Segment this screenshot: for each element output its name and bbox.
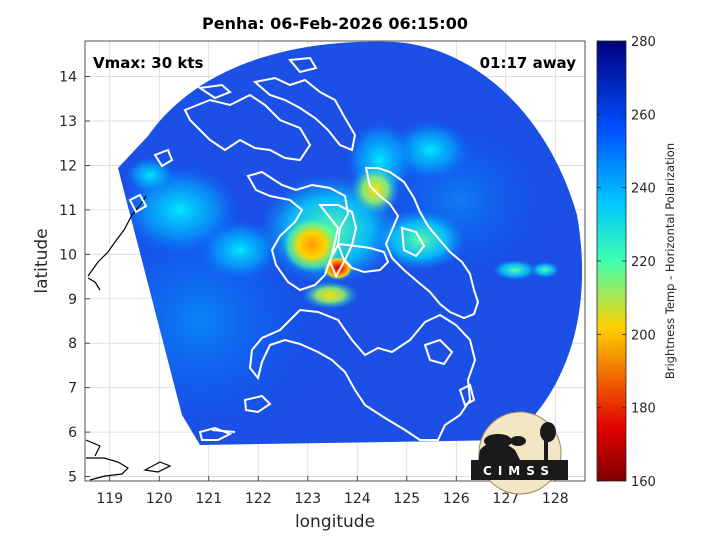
y-axis: 5 6 7 8 9 10 11 12 13 14: [59, 70, 90, 486]
plot-area: 119 120 121 122 123 124 125 126 127 128 5 6 7 8 9 10 11…: [32, 40, 586, 532]
colorbar: 160 180 200 220 240 260 280 Brightness Temp - …: [596, 35, 677, 490]
coastlines-outside: [85, 195, 172, 481]
cimss-logo: CIMSS: [471, 411, 568, 495]
y-tick-label: 7: [68, 381, 77, 397]
colorbar-gradient: [596, 40, 627, 482]
time-away-annotation: 01:17 away: [480, 54, 577, 72]
x-tick-label: 119: [96, 491, 123, 507]
colorbar-ticks: 160 180 200 220 240 260 280: [597, 35, 656, 490]
colorbar-tick-label: 260: [631, 108, 656, 123]
cimss-logo-text: CIMSS: [483, 464, 555, 478]
colorbar-tick-label: 200: [631, 328, 656, 343]
colorbar-tick-label: 180: [631, 402, 656, 417]
x-tick-label: 126: [443, 491, 470, 507]
y-axis-label: latitude: [32, 228, 52, 293]
colorbar-tick-label: 220: [631, 255, 656, 270]
x-tick-label: 127: [492, 491, 519, 507]
x-tick-label: 123: [294, 491, 321, 507]
colorbar-tick-label: 280: [631, 35, 656, 50]
y-tick-label: 14: [59, 70, 77, 86]
x-tick-label: 128: [542, 491, 569, 507]
x-tick-label: 122: [245, 491, 272, 507]
vmax-annotation: Vmax: 30 kts: [93, 54, 203, 72]
y-tick-label: 13: [59, 114, 77, 130]
x-axis: 119 120 121 122 123 124 125 126 127 128: [96, 476, 569, 507]
x-tick-label: 120: [146, 491, 173, 507]
y-tick-label: 6: [68, 425, 77, 441]
y-tick-label: 9: [68, 292, 77, 308]
y-tick-label: 11: [59, 203, 77, 219]
plot-frame: [84, 40, 586, 482]
x-tick-label: 121: [195, 491, 222, 507]
y-tick-label: 10: [59, 247, 77, 263]
coastlines-inside: [128, 56, 480, 441]
chart-title: Penha: 06-Feb-2026 06:15:00: [202, 14, 468, 33]
y-tick-label: 12: [59, 158, 77, 174]
colorbar-label: Brightness Temp - Horizontal Polarizatio…: [663, 143, 677, 379]
x-tick-label: 124: [344, 491, 371, 507]
colorbar-tick-label: 240: [631, 182, 656, 197]
x-tick-label: 125: [393, 491, 420, 507]
colorbar-tick-label: 160: [631, 475, 656, 490]
y-tick-label: 5: [68, 470, 77, 486]
x-axis-label: longitude: [295, 512, 375, 532]
y-tick-label: 8: [68, 336, 77, 352]
